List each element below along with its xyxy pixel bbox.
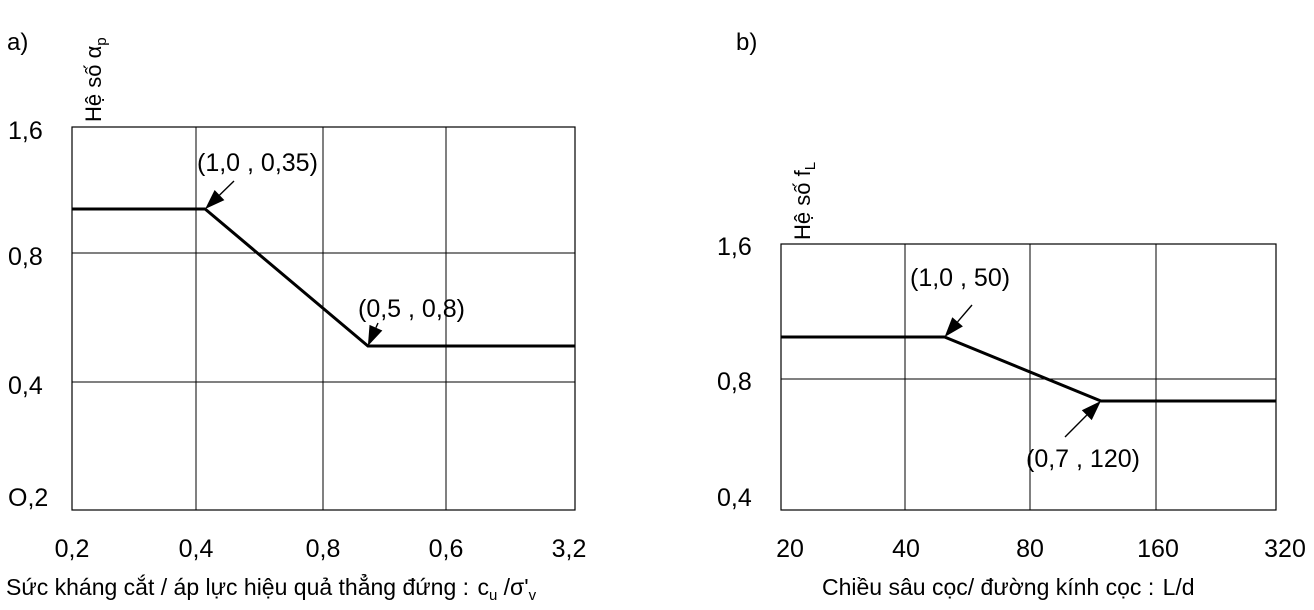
x-axis-label-b-text: Chiều sâu cọc/ đường kính cọc : xyxy=(822,574,1161,600)
chart-b: b) Hệ số fL 1,6 0,8 0,4 20 40 80 160 320… xyxy=(717,29,1306,600)
y-axis-label-b-sub: L xyxy=(802,162,819,170)
svg-text:Hệ số αp: Hệ số αp xyxy=(81,37,110,122)
series-line-a xyxy=(72,207,575,348)
series-line-b xyxy=(781,335,1276,403)
y-axis-label-a-text: Hệ số α xyxy=(81,45,106,122)
annotation-label: (1,0 , 50) xyxy=(910,264,1010,292)
annotation-arrowhead xyxy=(205,190,225,209)
plot-frame-a xyxy=(71,126,576,511)
annotation-label: (0,7 , 120) xyxy=(1026,445,1140,473)
panel-b-label: b) xyxy=(736,29,757,56)
x-tick-a-3: 0,8 xyxy=(306,535,341,563)
y-tick-b-0.8: 0,8 xyxy=(717,368,752,396)
panel-a-label: a) xyxy=(7,29,28,56)
annotation-leader-line xyxy=(375,322,379,328)
annotation-leader-line xyxy=(1064,414,1088,438)
annotation-arrowhead xyxy=(367,324,383,346)
y-tick-a-0.2: O,2 xyxy=(8,484,48,512)
x-axis-label-a-text: Sức kháng cắt / áp lực hiệu quả thẳng đứ… xyxy=(6,572,475,600)
annotation-arrowhead xyxy=(1081,401,1101,421)
annotation-label: (0,5 , 0,8) xyxy=(358,295,465,323)
x-tick-a-2: 0,4 xyxy=(179,535,214,563)
x-tick-b-40: 40 xyxy=(892,535,920,563)
x-tick-b-320: 320 xyxy=(1264,535,1306,563)
chart-a: a) Hệ số αp 1,6 0,8 0,4 O,2 0,2 0,4 0,8 … xyxy=(6,29,586,604)
annotations-b: (1,0 , 50) (0,7 , 120) xyxy=(910,264,1140,473)
annotation-arrowhead xyxy=(944,317,963,337)
annotation-leader-line xyxy=(957,304,973,323)
y-tick-b-0.4: 0,4 xyxy=(717,484,752,512)
x-tick-b-20: 20 xyxy=(776,535,804,563)
plot-frame-b xyxy=(780,243,1277,511)
y-tick-a-0.4: 0,4 xyxy=(8,372,43,400)
y-tick-a-0.8: 0,8 xyxy=(8,243,43,271)
annotation-label: (1,0 , 0,35) xyxy=(197,149,318,177)
x-axis-label-a-math-rest: /σ' xyxy=(497,574,528,600)
x-axis-label-b-math: L/d xyxy=(1163,574,1195,600)
x-tick-b-160: 160 xyxy=(1137,535,1179,563)
x-tick-a-4: 0,6 xyxy=(429,535,464,563)
y-tick-a-1.6: 1,6 xyxy=(8,117,43,145)
y-axis-label-a-sub: p xyxy=(93,37,110,45)
y-tick-b-1.6: 1,6 xyxy=(717,233,752,261)
annotation-leader-line xyxy=(219,180,235,196)
y-axis-label-a: Hệ số αp xyxy=(81,37,110,122)
y-axis-label-b: Hệ số fL xyxy=(790,162,819,240)
x-tick-b-80: 80 xyxy=(1016,535,1044,563)
y-axis-label-b-text: Hệ số f xyxy=(790,169,815,240)
x-axis-label-a-math: c xyxy=(477,574,489,600)
x-tick-a-5: 3,2 xyxy=(552,535,587,563)
annotations-a: (1,0 , 0,35) (0,5 , 0,8) xyxy=(197,149,465,346)
x-axis-label-a-math-sub: u xyxy=(489,587,497,604)
x-axis-label-a-math-sub2: v xyxy=(529,587,537,604)
x-axis-label-a: Sức kháng cắt / áp lực hiệu quả thẳng đứ… xyxy=(6,572,537,604)
x-tick-a-1: 0,2 xyxy=(55,535,90,563)
svg-text:Hệ số fL: Hệ số fL xyxy=(790,162,819,240)
x-axis-label-b: Chiều sâu cọc/ đường kính cọc : L/d xyxy=(822,574,1195,600)
